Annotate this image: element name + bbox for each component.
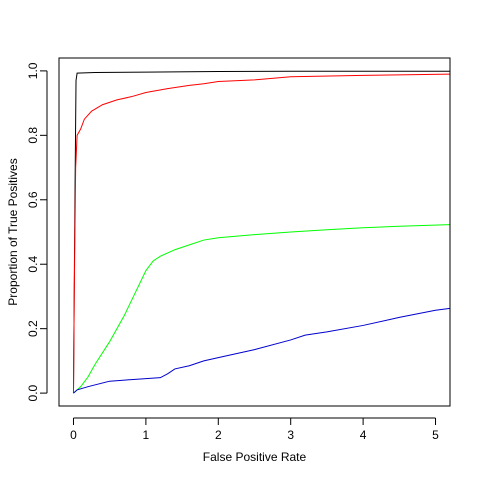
y-tick-label: 0.2 xyxy=(26,320,40,337)
series-layer xyxy=(72,70,451,394)
y-axis: 0.0 0.2 0.4 0.6 0.8 1.0 xyxy=(26,62,48,401)
x-tick-label: 0 xyxy=(70,428,77,442)
y-tick-label: 0.6 xyxy=(26,191,40,208)
plot-frame xyxy=(58,57,451,407)
x-tick-label: 3 xyxy=(287,428,294,442)
series-line-3 xyxy=(73,224,451,394)
y-axis-label: Proportion of True Positives xyxy=(6,158,20,305)
y-tick-label: 0.4 xyxy=(26,256,40,273)
y-tick-label: 1.0 xyxy=(26,62,40,79)
x-tick-label: 4 xyxy=(360,428,367,442)
y-tick-label: 0.8 xyxy=(26,127,40,144)
x-tick-label: 1 xyxy=(143,428,150,442)
series-line-2 xyxy=(72,73,451,394)
series-line-4 xyxy=(73,307,451,394)
x-tick-label: 2 xyxy=(215,428,222,442)
series-line-1 xyxy=(72,70,450,394)
x-axis-label: False Positive Rate xyxy=(203,450,307,464)
x-axis: 0 1 2 3 4 5 xyxy=(70,417,439,442)
y-tick-label: 0.0 xyxy=(26,384,40,401)
x-tick-label: 5 xyxy=(432,428,439,442)
